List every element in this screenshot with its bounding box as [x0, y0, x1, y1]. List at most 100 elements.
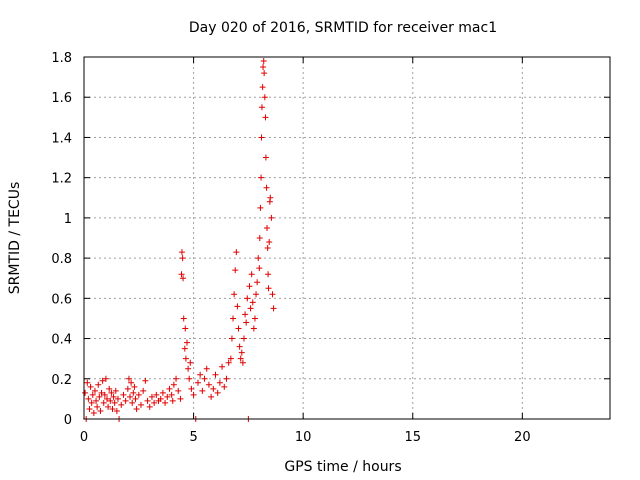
- data-point: [105, 403, 112, 410]
- data-point: [258, 134, 265, 141]
- data-point: [86, 405, 93, 412]
- data-point: [170, 381, 177, 388]
- data-point: [85, 395, 92, 402]
- data-point: [184, 339, 191, 346]
- data-point: [84, 379, 91, 386]
- data-point: [261, 70, 268, 77]
- data-point: [257, 204, 264, 211]
- data-point: [251, 315, 258, 322]
- data-point: [232, 267, 239, 274]
- data-point: [95, 381, 102, 388]
- data-point: [181, 345, 188, 352]
- x-tick-label: 15: [404, 430, 421, 445]
- data-point: [210, 385, 217, 392]
- y-tick-label: 1.6: [51, 91, 72, 106]
- data-point: [267, 194, 274, 201]
- data-point: [162, 399, 169, 406]
- data-point: [186, 375, 193, 382]
- data-point: [236, 343, 243, 350]
- data-point: [242, 311, 249, 318]
- data-point: [247, 305, 254, 312]
- data-point: [205, 381, 212, 388]
- data-point: [231, 291, 238, 298]
- data-point: [258, 104, 265, 111]
- data-point: [96, 393, 103, 400]
- data-point: [153, 391, 160, 398]
- data-point: [132, 395, 139, 402]
- data-point: [256, 265, 263, 272]
- data-point: [203, 365, 210, 372]
- data-point: [263, 184, 270, 191]
- y-tick-label: 1: [64, 212, 72, 227]
- data-point: [259, 84, 266, 91]
- y-tick-label: 0.6: [51, 292, 72, 307]
- data-point: [261, 94, 268, 101]
- data-point: [185, 365, 192, 372]
- data-point: [182, 355, 189, 362]
- data-point: [264, 245, 271, 252]
- data-point: [110, 393, 117, 400]
- data-point: [238, 349, 245, 356]
- data-point: [108, 389, 115, 396]
- data-point: [227, 355, 234, 362]
- data-point: [225, 359, 232, 366]
- data-point: [262, 154, 269, 161]
- data-point: [199, 387, 206, 394]
- data-point: [133, 405, 140, 412]
- y-tick-label: 0.2: [51, 373, 72, 388]
- data-point: [159, 389, 166, 396]
- data-point: [91, 387, 98, 394]
- y-tick-label: 0.8: [51, 252, 72, 267]
- axis-ticks: 0 5 10 15 20 0 0.2 0.4 0.6 0.8 1 1.2 1.4 1.6 1.8: [51, 51, 610, 445]
- data-point: [130, 389, 137, 396]
- data-point: [144, 397, 151, 404]
- data-point: [164, 393, 171, 400]
- data-point: [124, 385, 131, 392]
- data-point: [187, 359, 194, 366]
- data-point: [173, 375, 180, 382]
- gridlines: [84, 57, 610, 419]
- data-point: [248, 271, 255, 278]
- data-point: [111, 399, 118, 406]
- chart-title: Day 020 of 2016, SRMTID for receiver mac…: [189, 20, 497, 36]
- data-point: [190, 391, 197, 398]
- plot-frame: [83, 56, 611, 420]
- data-point: [82, 389, 89, 396]
- data-point: [142, 377, 149, 384]
- data-point: [128, 379, 135, 386]
- data-point: [265, 271, 272, 278]
- data-point: [237, 355, 244, 362]
- data-point: [129, 399, 136, 406]
- data-point: [244, 295, 251, 302]
- data-point: [194, 379, 201, 386]
- data-point: [98, 389, 105, 396]
- data-point: [88, 399, 95, 406]
- data-point: [262, 114, 269, 121]
- data-point: [166, 385, 173, 392]
- data-point: [179, 255, 186, 262]
- data-point: [212, 371, 219, 378]
- data-point: [90, 409, 97, 416]
- data-point: [260, 64, 267, 71]
- data-point: [253, 291, 260, 298]
- data-point: [240, 335, 247, 342]
- data-point: [239, 359, 246, 366]
- data-point: [106, 385, 113, 392]
- data-point: [175, 387, 182, 394]
- data-point: [208, 393, 215, 400]
- data-point: [114, 395, 121, 402]
- x-tick-label: 0: [80, 430, 88, 445]
- y-tick-label: 0.4: [51, 333, 72, 348]
- data-point: [93, 397, 100, 404]
- data-point: [201, 375, 208, 382]
- data-point: [234, 303, 241, 310]
- data-point: [94, 403, 101, 410]
- x-tick-label: 20: [514, 430, 531, 445]
- data-point: [100, 399, 107, 406]
- data-point: [269, 291, 276, 298]
- y-tick-label: 0: [64, 413, 72, 428]
- data-point: [270, 305, 277, 312]
- data-point: [258, 174, 265, 181]
- data-point: [148, 393, 155, 400]
